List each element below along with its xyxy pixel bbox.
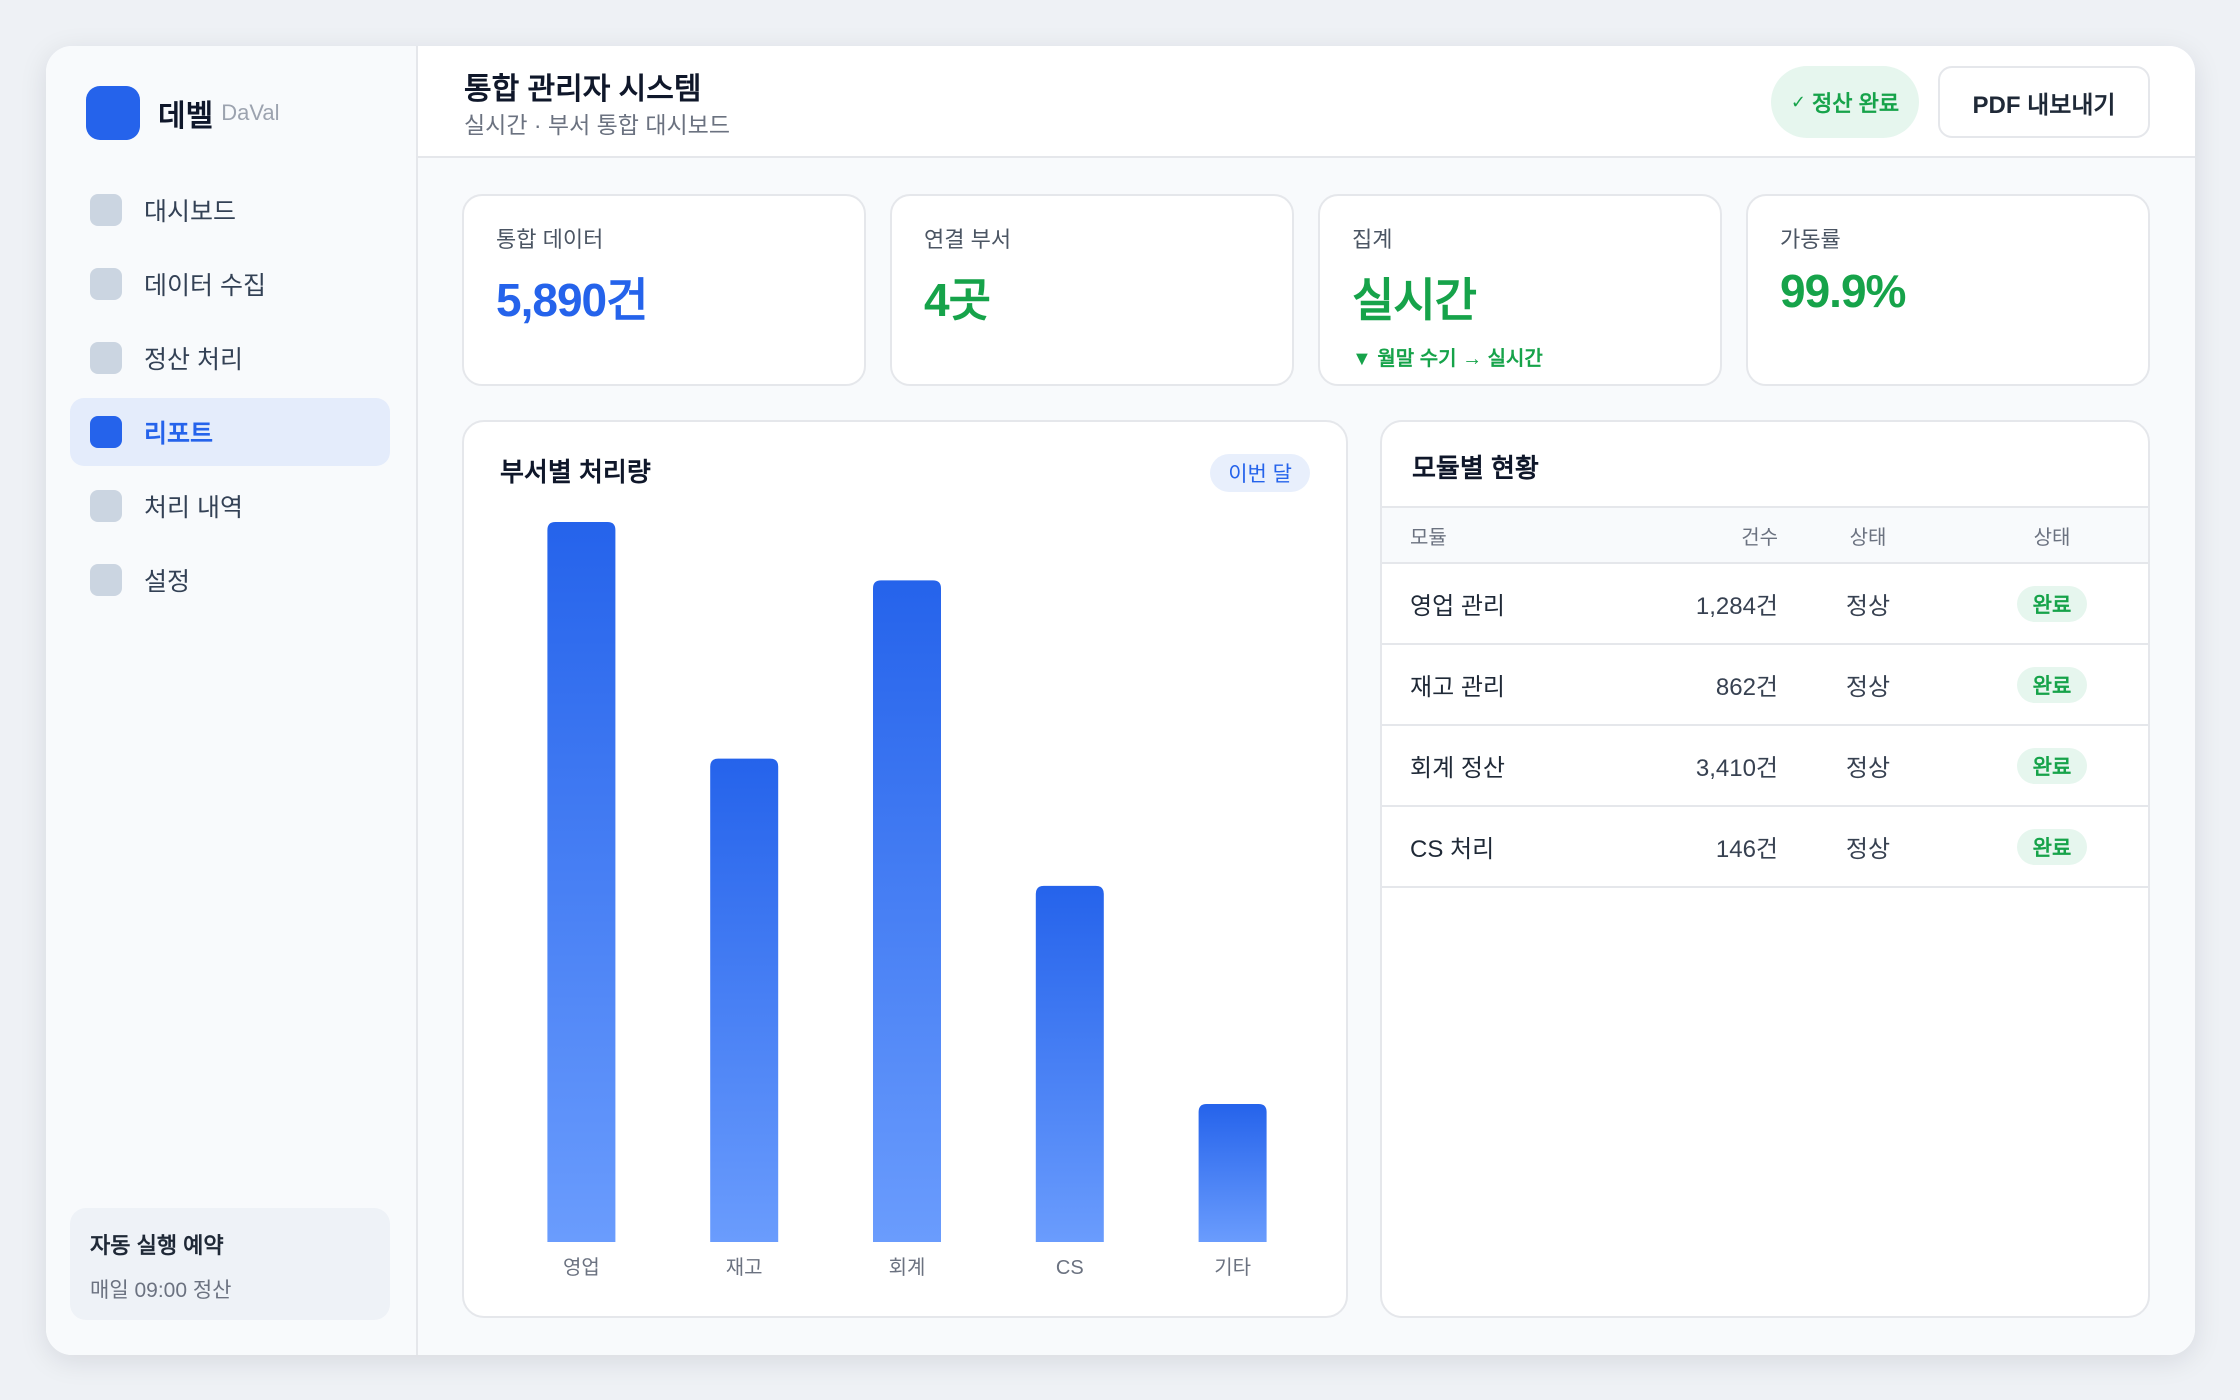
sidebar-item-dashboard[interactable]: 대시보드 — [70, 176, 390, 244]
sidebar-item-report[interactable]: 리포트 — [70, 398, 390, 466]
sidebar-item-settlement[interactable]: 정산 처리 — [70, 324, 390, 392]
pdf-export-button[interactable]: PDF 내보내기 — [1938, 66, 2150, 138]
history-icon — [90, 490, 122, 522]
schedule-title: 자동 실행 예약 — [90, 1233, 224, 1258]
sidebar-item-label: 대시보드 — [144, 198, 237, 226]
app-window: 데벨 DaVal 대시보드 데이터 수집 정산 처리 리포트 처리 내역 — [46, 46, 2195, 1355]
module-state: 정상 — [1845, 593, 1891, 620]
schedule-text: 매일 09:00 정산 — [90, 1279, 232, 1302]
status-badge: 완료 — [2016, 585, 2088, 622]
report-icon — [90, 416, 122, 448]
sidebar-item-data-collection[interactable]: 데이터 수집 — [70, 250, 390, 318]
kpi-value: 99.9% — [1780, 265, 1906, 317]
status-badge: 완료 — [2016, 666, 2088, 703]
x-tick-label: 기타 — [1214, 1256, 1251, 1279]
sidebar: 데벨 DaVal 대시보드 데이터 수집 정산 처리 리포트 처리 내역 — [46, 46, 418, 1355]
department-throughput-chart-card: 영업 재고 회계 CS 기타 부서별 처리량 이번 달 — [462, 420, 1348, 1318]
kpi-value: 실시간 — [1352, 274, 1477, 326]
kpi-value: 4곳 — [924, 274, 991, 326]
column-header-module[interactable]: 모듈 — [1410, 526, 1447, 549]
main-content: 통합 관리자 시스템 실시간 · 부서 통합 대시보드 ✓ 정산 완료 PDF … — [418, 46, 2195, 1355]
bar-재고[interactable] — [710, 758, 779, 1242]
table-row[interactable]: CS 처리 146건 정상 완료 — [1382, 807, 2148, 888]
status-cell: 완료 — [1982, 726, 2122, 805]
status-badge: 완료 — [2016, 747, 2088, 784]
module-count: 146건 — [1715, 836, 1778, 863]
kpi-label: 집계 — [1352, 227, 1393, 252]
kpi-card-total-data: 통합 데이터 5,890건 — [462, 194, 866, 386]
bar-기타[interactable] — [1198, 1104, 1267, 1242]
auto-run-schedule-card[interactable]: 자동 실행 예약 매일 09:00 정산 — [70, 1208, 390, 1320]
page-title: 통합 관리자 시스템 — [464, 73, 702, 106]
brand-name: 데벨 — [158, 100, 214, 133]
module-count: 862건 — [1715, 674, 1778, 701]
period-filter-pill[interactable]: 이번 달 — [1210, 454, 1310, 492]
module-name: 회계 정산 — [1410, 755, 1505, 782]
module-name: 재고 관리 — [1410, 674, 1505, 701]
table-row[interactable]: 영업 관리 1,284건 정상 완료 — [1382, 564, 2148, 645]
bar-영업[interactable] — [547, 522, 616, 1242]
sidebar-item-history[interactable]: 처리 내역 — [70, 472, 390, 540]
settlement-icon — [90, 342, 122, 374]
table-row[interactable]: 재고 관리 862건 정상 완료 — [1382, 645, 2148, 726]
brand-logo-icon — [86, 86, 140, 140]
module-status-table-card: 모듈별 현황 모듈 건수 상태 상태 영업 관리 1,284건 정상 완료 재고… — [1380, 420, 2150, 1318]
sidebar-nav: 대시보드 데이터 수집 정산 처리 리포트 처리 내역 설정 — [70, 176, 390, 620]
status-cell: 완료 — [1982, 645, 2122, 724]
x-tick-label: 회계 — [889, 1256, 926, 1279]
kpi-label: 통합 데이터 — [496, 227, 604, 252]
column-header-status[interactable]: 상태 — [2033, 526, 2071, 549]
status-cell: 완료 — [1982, 564, 2122, 643]
kpi-label: 연결 부서 — [924, 227, 1012, 252]
page-subtitle: 실시간 · 부서 통합 대시보드 — [464, 112, 730, 138]
status-label: 정산 완료 — [1812, 91, 1900, 116]
top-header: 통합 관리자 시스템 실시간 · 부서 통합 대시보드 ✓ 정산 완료 PDF … — [418, 46, 2195, 158]
bar-CS[interactable] — [1035, 885, 1104, 1242]
brand-sub: DaVal — [221, 100, 280, 125]
brand[interactable]: 데벨 DaVal — [86, 86, 280, 140]
kpi-card-departments: 연결 부서 4곳 — [890, 194, 1294, 386]
x-tick-label: CS — [1056, 1257, 1084, 1279]
module-name: 영업 관리 — [1410, 593, 1505, 620]
settings-icon — [90, 564, 122, 596]
column-header-state[interactable]: 상태 — [1849, 526, 1887, 549]
sidebar-item-settings[interactable]: 설정 — [70, 546, 390, 614]
sidebar-item-label: 리포트 — [144, 420, 214, 448]
status-cell: 완료 — [1982, 807, 2122, 886]
x-tick-label: 영업 — [563, 1256, 600, 1279]
kpi-row: 통합 데이터 5,890건 연결 부서 4곳 집계 실시간 ▼ 월말 수기 → … — [462, 194, 2152, 386]
bar-회계[interactable] — [873, 580, 941, 1242]
kpi-label: 가동률 — [1780, 227, 1841, 252]
module-count: 3,410건 — [1695, 755, 1778, 782]
sidebar-item-label: 정산 처리 — [144, 346, 243, 374]
data-collection-icon — [90, 268, 122, 300]
settlement-status-badge: ✓ 정산 완료 — [1771, 66, 1919, 138]
kpi-value: 5,890건 — [496, 274, 648, 326]
sidebar-item-label: 데이터 수집 — [144, 272, 266, 300]
x-tick-label: 재고 — [726, 1256, 763, 1279]
kpi-card-aggregation: 집계 실시간 ▼ 월말 수기 → 실시간 — [1318, 194, 1722, 386]
module-state: 정상 — [1845, 836, 1891, 863]
chart-title: 부서별 처리량 — [500, 457, 651, 487]
check-icon: ✓ — [1790, 91, 1806, 112]
sidebar-item-label: 처리 내역 — [144, 494, 243, 522]
kpi-card-uptime: 가동률 99.9% — [1746, 194, 2150, 386]
status-badge: 완료 — [2016, 828, 2088, 865]
kpi-note: ▼ 월말 수기 → 실시간 — [1352, 348, 1543, 370]
table-row[interactable]: 회계 정산 3,410건 정상 완료 — [1382, 726, 2148, 807]
bar-chart: 영업 재고 회계 CS 기타 — [547, 522, 1267, 1279]
module-name: CS 처리 — [1410, 836, 1495, 863]
table-title: 모듈별 현황 — [1412, 453, 1539, 483]
module-count: 1,284건 — [1695, 593, 1778, 620]
module-state: 정상 — [1845, 755, 1891, 782]
dashboard-icon — [90, 194, 122, 226]
module-state: 정상 — [1845, 674, 1891, 701]
table-header: 모듈 건수 상태 상태 — [1382, 506, 2148, 564]
sidebar-item-label: 설정 — [144, 568, 191, 596]
column-header-count[interactable]: 건수 — [1741, 526, 1778, 549]
